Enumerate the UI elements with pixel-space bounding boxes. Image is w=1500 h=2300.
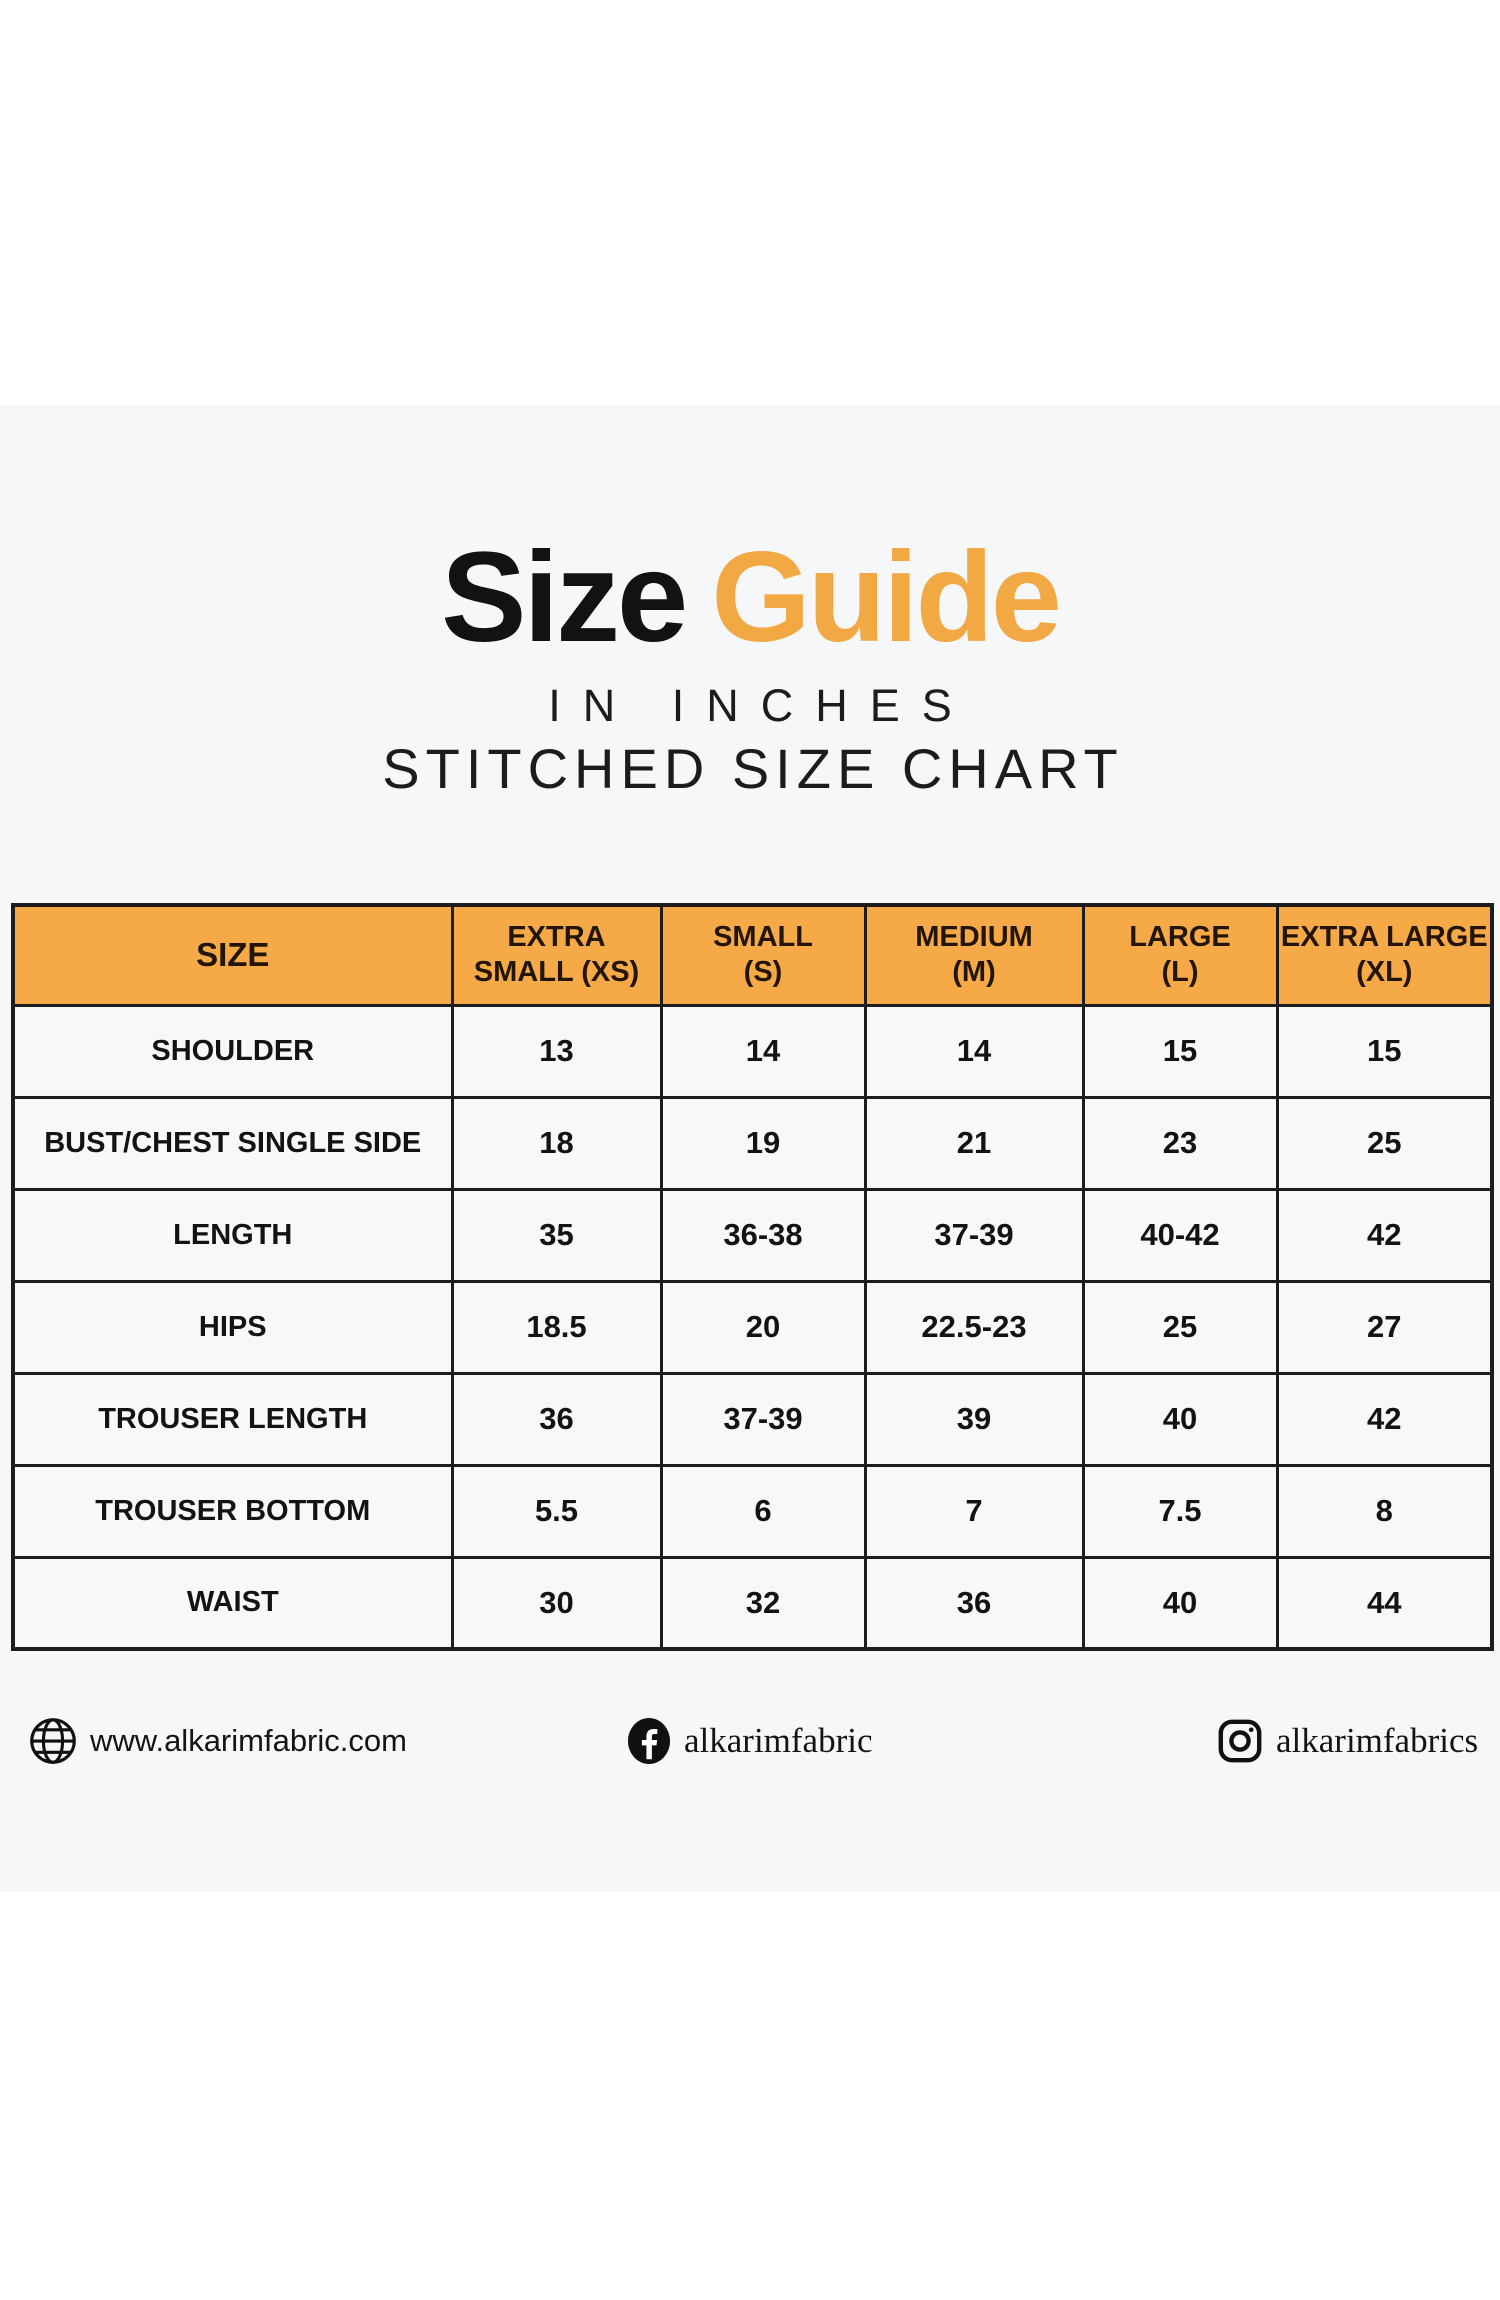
cell-value: 23	[1081, 1095, 1279, 1191]
cell-value: 40	[1081, 1371, 1279, 1467]
cell-value: 40	[1081, 1555, 1279, 1651]
table-header-row: SIZE EXTRA SMALL (XS) SMALL (S) MEDIUM (…	[11, 903, 1494, 1007]
col-header-l-line2: (L)	[1161, 956, 1199, 989]
page-title: Size Guide	[0, 533, 1500, 663]
title-block: Size Guide IN INCHES STITCHED SIZE CHART	[0, 533, 1500, 801]
cell-value: 27	[1275, 1279, 1494, 1375]
cell-value: 21	[863, 1095, 1085, 1191]
instagram-item: alkarimfabrics	[1216, 1711, 1478, 1771]
cell-value: 37-39	[659, 1371, 867, 1467]
row-label: TROUSER BOTTOM	[11, 1463, 454, 1559]
cell-value: 36-38	[659, 1187, 867, 1283]
col-header-xl-line1: EXTRA LARGE	[1280, 920, 1488, 953]
col-header-xs-line1: EXTRA	[507, 920, 606, 953]
cell-value: 44	[1275, 1555, 1494, 1651]
cell-value: 20	[659, 1279, 867, 1375]
col-header-l-line1: LARGE	[1129, 920, 1231, 953]
col-header-size: SIZE	[11, 903, 454, 1007]
cell-value: 22.5-23	[863, 1279, 1085, 1375]
cell-value: 42	[1275, 1187, 1494, 1283]
subtitle-in-inches: IN INCHES	[548, 680, 974, 731]
col-header-size-label: SIZE	[196, 936, 270, 974]
cell-value: 5.5	[450, 1463, 663, 1559]
col-header-m: MEDIUM (M)	[863, 903, 1085, 1007]
table-row-waist: WAIST 30 32 36 40 44	[11, 1555, 1494, 1651]
facebook-icon	[626, 1716, 672, 1766]
cell-value: 15	[1081, 1003, 1279, 1099]
cell-value: 30	[450, 1555, 663, 1651]
cell-value: 42	[1275, 1371, 1494, 1467]
cell-value: 40-42	[1081, 1187, 1279, 1283]
cell-value: 14	[863, 1003, 1085, 1099]
col-header-s-line1: SMALL	[713, 920, 813, 953]
cell-value: 25	[1275, 1095, 1494, 1191]
website-item: www.alkarimfabric.com	[28, 1711, 407, 1771]
row-label: HIPS	[11, 1279, 454, 1375]
facebook-item: alkarimfabric	[626, 1711, 873, 1771]
table-row-trouser-length: TROUSER LENGTH 36 37-39 39 40 42	[11, 1371, 1494, 1467]
table-row-bust-chest: BUST/CHEST SINGLE SIDE 18 19 21 23 25	[11, 1095, 1494, 1191]
globe-icon	[28, 1716, 78, 1766]
col-header-l: LARGE (L)	[1081, 903, 1279, 1007]
table-row-hips: HIPS 18.5 20 22.5-23 25 27	[11, 1279, 1494, 1375]
row-label: LENGTH	[11, 1187, 454, 1283]
cell-value: 18	[450, 1095, 663, 1191]
facebook-text: alkarimfabric	[684, 1721, 873, 1760]
cell-value: 37-39	[863, 1187, 1085, 1283]
table-row-length: LENGTH 35 36-38 37-39 40-42 42	[11, 1187, 1494, 1283]
cell-value: 39	[863, 1371, 1085, 1467]
col-header-xs-line2: SMALL (XS)	[473, 956, 640, 989]
cell-value: 13	[450, 1003, 663, 1099]
cell-value: 25	[1081, 1279, 1279, 1375]
cell-value: 6	[659, 1463, 867, 1559]
instagram-text: alkarimfabrics	[1276, 1721, 1479, 1760]
title-word-guide: Guide	[711, 526, 1062, 669]
subtitle-stitched-size-chart: STITCHED SIZE CHART	[382, 737, 1124, 800]
cell-value: 36	[450, 1371, 663, 1467]
table-row-trouser-bottom: TROUSER BOTTOM 5.5 6 7 7.5 8	[11, 1463, 1494, 1559]
content-band: Size Guide IN INCHES STITCHED SIZE CHART …	[0, 405, 1500, 1892]
cell-value: 36	[863, 1555, 1085, 1651]
row-label: SHOULDER	[11, 1003, 454, 1099]
col-header-m-line1: MEDIUM	[915, 920, 1033, 953]
website-text: www.alkarimfabric.com	[90, 1723, 407, 1758]
instagram-icon	[1216, 1717, 1264, 1765]
cell-value: 19	[659, 1095, 867, 1191]
col-header-xl-line2: (XL)	[1356, 956, 1413, 989]
cell-value: 32	[659, 1555, 867, 1651]
table-row-shoulder: SHOULDER 13 14 14 15 15	[11, 1003, 1494, 1099]
cell-value: 35	[450, 1187, 663, 1283]
title-word-size: Size	[441, 526, 688, 669]
cell-value: 14	[659, 1003, 867, 1099]
col-header-xs: EXTRA SMALL (XS)	[450, 903, 663, 1007]
size-chart-table: SIZE EXTRA SMALL (XS) SMALL (S) MEDIUM (…	[11, 903, 1494, 1651]
col-header-s-line2: (S)	[743, 956, 783, 989]
cell-value: 7	[863, 1463, 1085, 1559]
row-label: WAIST	[11, 1555, 454, 1651]
row-label: BUST/CHEST SINGLE SIDE	[11, 1095, 454, 1191]
row-label: TROUSER LENGTH	[11, 1371, 454, 1467]
cell-value: 18.5	[450, 1279, 663, 1375]
cell-value: 7.5	[1081, 1463, 1279, 1559]
col-header-m-line2: (M)	[952, 956, 996, 989]
cell-value: 8	[1275, 1463, 1494, 1559]
footer: www.alkarimfabric.com alkarimfabric	[0, 1711, 1500, 1771]
col-header-s: SMALL (S)	[659, 903, 867, 1007]
col-header-xl: EXTRA LARGE (XL)	[1275, 903, 1494, 1007]
cell-value: 15	[1275, 1003, 1494, 1099]
